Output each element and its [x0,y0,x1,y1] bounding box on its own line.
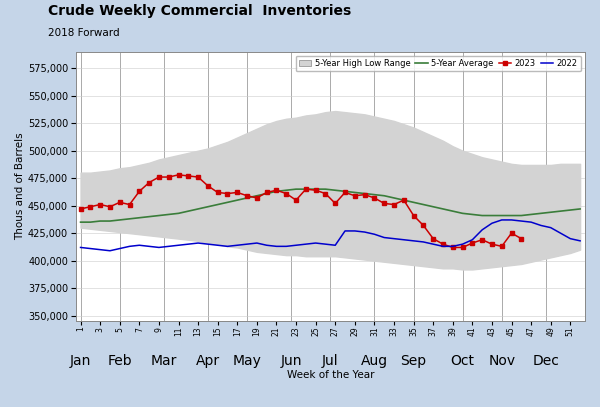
2023 [185,173,192,178]
Legend: 5-Year High Low Range, 5-Year Average, 2023, 2022: 5-Year High Low Range, 5-Year Average, 2… [296,56,581,72]
2023 [420,223,427,228]
2022 [322,242,329,247]
5-Year Average [547,210,554,214]
2023 [371,195,378,200]
2023 [488,242,496,247]
2023 [508,231,515,236]
2022 [77,245,84,250]
2023 [498,244,505,249]
2023 [459,245,466,250]
2023 [351,193,358,198]
2023 [312,188,319,193]
2023 [400,198,407,203]
2023 [165,175,172,179]
2023 [518,236,525,241]
2022 [498,217,505,222]
5-Year Average [322,187,329,192]
2023 [233,190,241,195]
2023 [391,202,398,207]
Line: 2022: 2022 [80,220,580,251]
5-Year Average [292,187,299,192]
2023 [116,200,124,205]
2023 [106,204,113,209]
2023 [361,192,368,197]
2023 [449,245,457,250]
2023 [430,236,437,241]
2023 [87,204,94,209]
2022 [577,239,584,243]
2023 [146,180,153,185]
2023 [410,213,417,218]
2023 [77,206,84,211]
2023 [479,237,486,242]
5-Year Average [391,195,398,200]
2023 [292,198,299,203]
2023 [126,202,133,207]
2023 [273,188,280,193]
2023 [283,191,290,196]
5-Year Average [410,200,417,205]
Text: 2018 Forward: 2018 Forward [48,28,119,39]
2023 [155,175,163,179]
2023 [322,191,329,196]
2023 [244,193,251,198]
5-Year Average [577,206,584,211]
2022 [391,236,398,241]
2023 [136,189,143,194]
X-axis label: Week of the Year: Week of the Year [287,370,374,380]
2022 [126,244,133,249]
Y-axis label: Thous and of Barrels: Thous and of Barrels [15,133,25,240]
Line: 5-Year Average: 5-Year Average [80,189,580,222]
2022 [351,228,358,233]
2023 [253,195,260,200]
5-Year Average [116,217,124,222]
2023 [332,201,339,206]
2023 [263,190,270,195]
2023 [469,241,476,245]
5-Year Average [77,220,84,225]
2023 [175,173,182,177]
2023 [439,242,446,247]
2022 [263,243,270,248]
2022 [106,248,113,253]
2023 [214,190,221,195]
2023 [194,175,202,179]
2022 [410,239,417,243]
Text: Crude Weekly Commercial  Inventories: Crude Weekly Commercial Inventories [48,4,351,18]
2023 [204,184,211,188]
2023 [302,187,310,192]
Line: 2023: 2023 [79,173,523,249]
2023 [380,201,388,206]
5-Year Average [253,193,260,198]
2023 [97,202,104,207]
2023 [224,191,231,196]
2023 [341,190,349,195]
